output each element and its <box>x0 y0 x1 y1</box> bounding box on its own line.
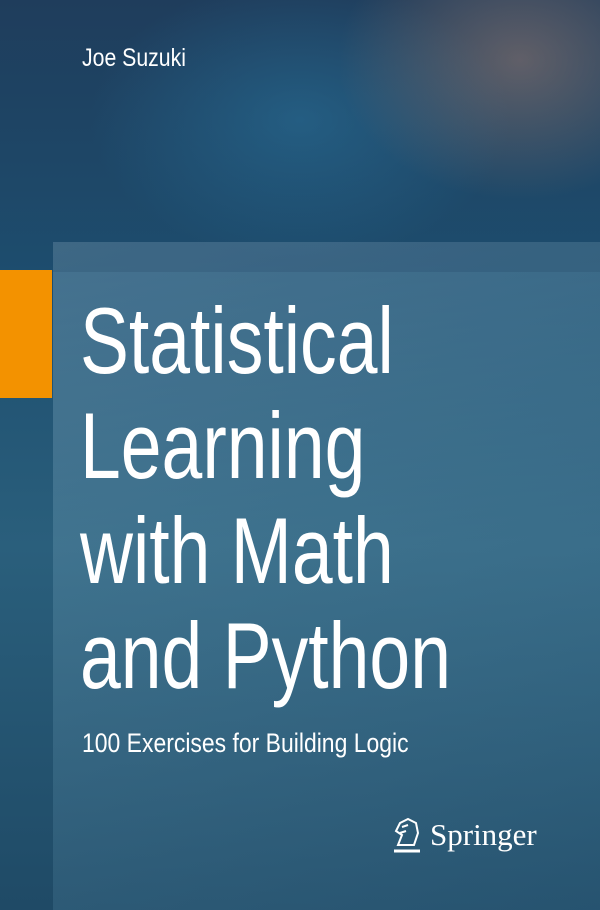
title-line: and Python <box>80 603 451 708</box>
title-line: Statistical <box>80 288 394 393</box>
cover-panel <box>53 242 600 910</box>
knight-horse-icon <box>394 817 420 853</box>
panel-top-band <box>53 242 600 272</box>
book-subtitle: 100 Exercises for Building Logic <box>82 728 409 758</box>
title-line: with Math <box>80 498 394 603</box>
book-title: Statistical Learning with Math and Pytho… <box>80 288 451 708</box>
publisher-logo: Springer <box>390 815 537 855</box>
publisher-name: Springer <box>430 817 537 852</box>
accent-bar <box>0 270 52 398</box>
author-name: Joe Suzuki <box>82 44 186 72</box>
title-line: Learning <box>80 393 366 498</box>
